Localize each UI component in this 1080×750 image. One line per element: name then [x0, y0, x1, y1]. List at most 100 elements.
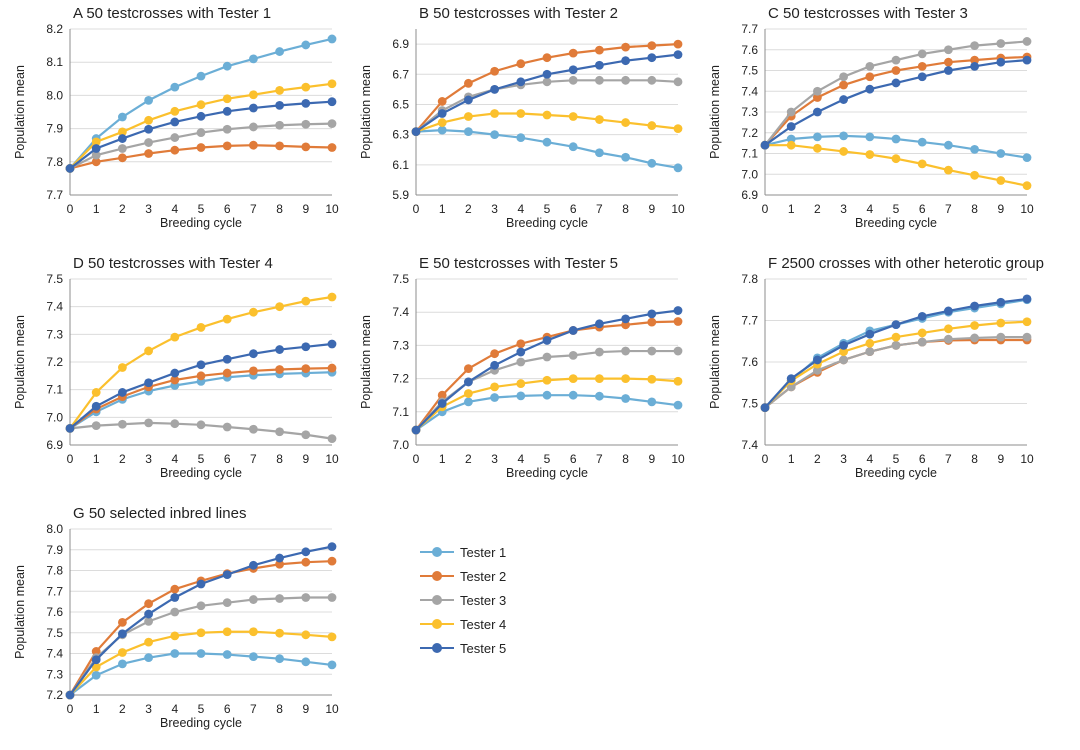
data-point	[970, 333, 979, 343]
data-point	[327, 143, 337, 152]
data-point	[327, 542, 337, 552]
data-point	[490, 382, 499, 392]
data-point	[464, 112, 473, 121]
data-point	[865, 347, 875, 357]
data-point	[301, 98, 311, 108]
data-point	[249, 140, 258, 150]
x-tick-label: 4	[866, 202, 873, 216]
panel-title: A 50 testcrosses with Tester 1	[73, 5, 271, 22]
series-line	[69, 630, 333, 696]
data-point	[196, 100, 206, 110]
x-tick-label: 5	[198, 452, 205, 466]
x-tick-label: 9	[302, 702, 309, 716]
y-tick-label: 7.4	[392, 305, 409, 319]
data-point	[301, 430, 311, 440]
y-tick-label: 7.7	[741, 22, 758, 36]
y-tick-label: 7.3	[46, 667, 63, 681]
y-axis-label: Population mean	[13, 565, 27, 659]
data-point	[490, 360, 499, 370]
data-point	[786, 382, 796, 392]
data-point	[144, 346, 154, 356]
data-point	[91, 137, 101, 147]
data-point	[144, 418, 154, 428]
data-point	[327, 556, 337, 566]
data-point	[411, 425, 421, 435]
data-point	[839, 147, 848, 156]
data-point	[917, 337, 927, 347]
data-point	[621, 42, 630, 52]
legend-label: Tester 1	[460, 544, 507, 560]
series-line	[764, 297, 1028, 409]
data-point	[170, 117, 180, 127]
x-axis-label: Breeding cycle	[506, 466, 588, 480]
data-point	[144, 124, 154, 134]
data-point	[91, 150, 101, 160]
data-point	[275, 100, 284, 110]
legend-item: Tester 1	[420, 540, 550, 564]
data-point	[786, 374, 796, 383]
data-point	[839, 355, 848, 365]
data-point	[647, 374, 657, 384]
data-point	[275, 427, 284, 437]
data-point	[839, 131, 848, 141]
data-point	[411, 127, 421, 137]
legend-swatch-icon	[420, 642, 454, 654]
data-point	[970, 301, 979, 311]
x-tick-label: 6	[224, 202, 231, 216]
data-point	[568, 65, 578, 75]
y-tick-label: 7.6	[46, 605, 63, 619]
data-point	[891, 55, 901, 65]
y-axis-label: Population mean	[359, 315, 373, 409]
x-tick-label: 9	[648, 202, 655, 216]
x-tick-label: 0	[413, 202, 420, 216]
data-point	[595, 60, 604, 70]
data-point	[196, 128, 206, 137]
data-point	[490, 66, 499, 76]
data-point	[464, 127, 473, 137]
data-point	[865, 61, 875, 71]
data-point	[464, 389, 473, 398]
data-point	[595, 45, 604, 55]
panel-title: F 2500 crosses with other heterotic grou…	[768, 255, 1044, 272]
data-point	[249, 652, 258, 662]
data-point	[944, 66, 953, 75]
x-tick-label: 10	[1020, 452, 1034, 466]
data-point	[917, 61, 927, 71]
data-point	[944, 334, 953, 344]
data-point	[327, 632, 337, 642]
data-point	[170, 593, 180, 602]
data-point	[996, 297, 1006, 307]
y-tick-label: 7.5	[46, 626, 63, 640]
data-point	[647, 75, 657, 85]
legend-item: Tester 3	[420, 588, 550, 612]
data-point	[813, 143, 822, 153]
data-point	[301, 296, 311, 306]
data-point	[196, 143, 206, 152]
data-point	[437, 399, 447, 408]
data-point	[621, 152, 630, 162]
data-point	[673, 163, 683, 173]
data-point	[673, 124, 683, 133]
data-point	[91, 670, 101, 680]
data-point	[118, 648, 127, 657]
data-point	[301, 593, 311, 602]
data-point	[249, 54, 258, 64]
data-point	[542, 77, 552, 87]
data-point	[144, 653, 154, 663]
data-point	[301, 342, 311, 352]
data-point	[301, 557, 311, 567]
y-tick-label: 6.9	[741, 188, 758, 202]
data-point	[490, 109, 499, 118]
y-tick-label: 7.6	[741, 355, 758, 369]
data-point	[891, 78, 901, 88]
data-point	[170, 332, 180, 342]
data-point	[118, 629, 127, 639]
data-point	[222, 61, 232, 71]
data-point	[144, 616, 154, 626]
y-tick-label: 7.1	[392, 405, 409, 419]
panel-c: 6.9 7.0 7.1 7.2 7.3 7.4 7.5 7.6 7.7 0 1 2 3 4 5 6 7 8 9 10 C…	[708, 5, 1034, 230]
data-point	[813, 365, 822, 375]
data-point	[275, 365, 284, 374]
y-tick-label: 8.1	[46, 55, 63, 69]
data-point	[196, 579, 206, 589]
